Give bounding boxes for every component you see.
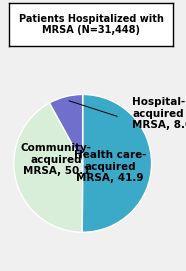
Text: Community-
acquired
MRSA, 50.1: Community- acquired MRSA, 50.1 — [21, 143, 92, 176]
Text: Health care-
acquired
MRSA, 41.9: Health care- acquired MRSA, 41.9 — [74, 150, 146, 183]
Wedge shape — [14, 103, 83, 232]
Wedge shape — [82, 95, 152, 232]
Text: Hospital-
acquired
MRSA, 8.0: Hospital- acquired MRSA, 8.0 — [132, 97, 186, 130]
Wedge shape — [49, 95, 83, 163]
Text: Patients Hospitalized with
MRSA (N=31,448): Patients Hospitalized with MRSA (N=31,44… — [19, 14, 163, 35]
